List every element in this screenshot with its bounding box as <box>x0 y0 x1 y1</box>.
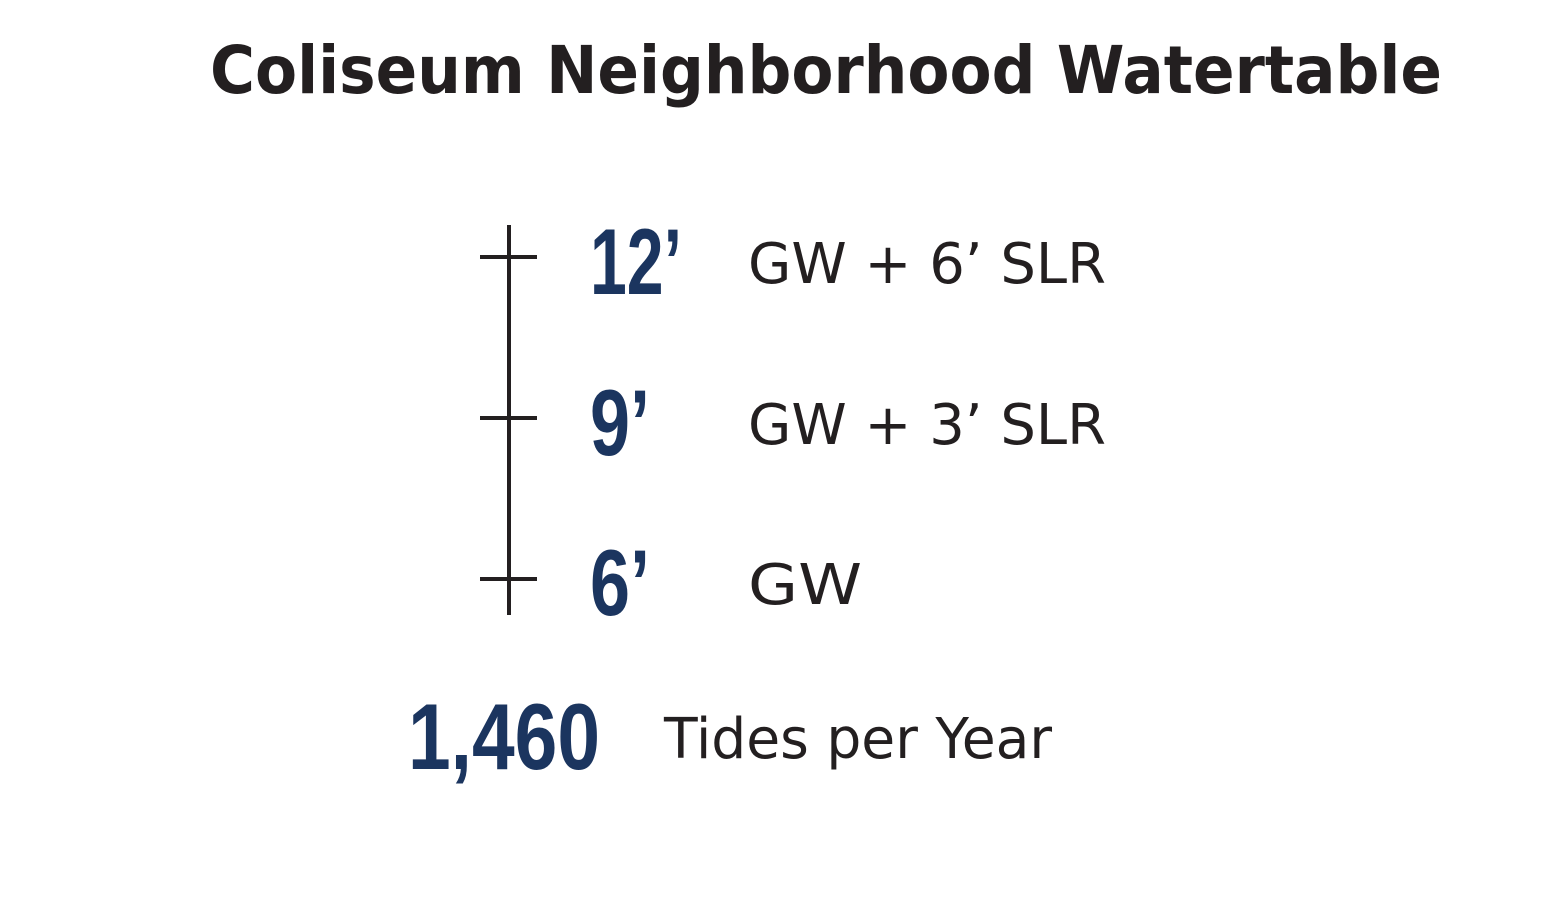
title: Coliseum Neighborhood Watertable <box>210 32 1442 109</box>
stat-label: Tides per Year <box>663 707 1053 772</box>
stat-value: 1,460 <box>408 684 600 789</box>
level-value: 9’ <box>590 370 650 475</box>
level-label: GW + 6’ SLR <box>748 232 1106 297</box>
level-value: 12’ <box>590 209 682 314</box>
level-value: 6’ <box>590 530 650 635</box>
level-label: GW + 3’ SLR <box>748 393 1106 458</box>
level-label: GW <box>748 553 862 618</box>
